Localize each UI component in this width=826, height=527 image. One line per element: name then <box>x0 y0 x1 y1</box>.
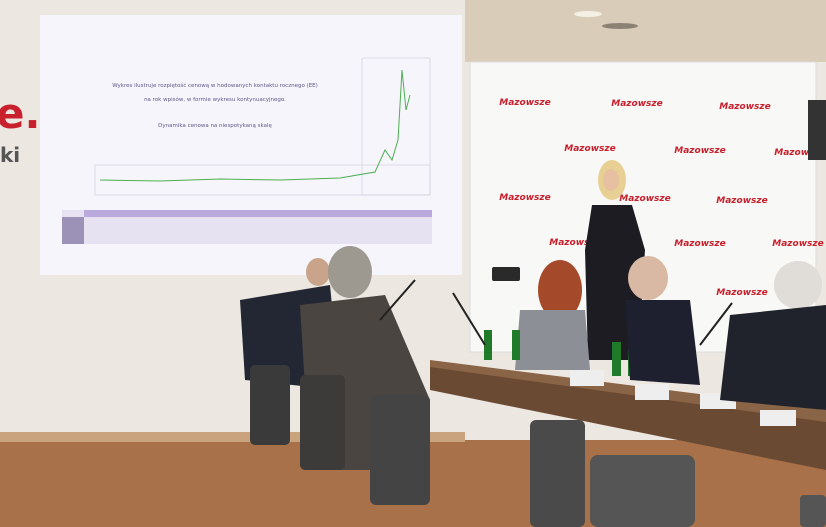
speaker-face <box>603 169 619 191</box>
attendee-head <box>628 256 668 300</box>
attendee-head <box>328 246 372 298</box>
chair <box>300 375 345 470</box>
backdrop-logo: Mazowsze <box>619 194 670 204</box>
ceiling-light <box>574 11 602 17</box>
attendee-body <box>625 300 700 385</box>
slide-line: na rok wpisów, w formie wykresu kontynua… <box>144 96 286 103</box>
backdrop-logo: Mazowsze <box>564 144 615 154</box>
ceiling <box>465 0 826 62</box>
body: e. ki Wykres ilustruje rozpiętość cenową… <box>0 0 826 527</box>
backdrop-logo: Mazowsze <box>499 98 550 108</box>
page: Scene {"wall_sign": {"mark": "e.", "text… <box>0 0 826 527</box>
chair <box>250 365 290 445</box>
chair <box>590 455 695 527</box>
backdrop-logo: Mazowsze <box>674 239 725 249</box>
backdrop-logo: Mazowsze <box>772 239 823 249</box>
backdrop-logo: Mazowsze <box>611 99 662 109</box>
attendee-head <box>306 258 330 286</box>
slide-table-rowhead <box>62 217 84 244</box>
wall-sign-text: ki <box>0 143 20 167</box>
chair <box>530 420 585 527</box>
name-card <box>760 410 796 426</box>
name-card <box>570 370 604 386</box>
backdrop-logo: Mazowsze <box>716 196 767 206</box>
ceiling-vent <box>602 23 638 29</box>
backdrop-logo: Mazowsze <box>674 146 725 156</box>
bottle <box>612 342 621 376</box>
wall-sign-mark: e. <box>0 89 40 138</box>
chair <box>370 395 430 505</box>
name-card <box>635 384 669 400</box>
chair <box>800 495 826 527</box>
slide-table-header <box>84 210 432 217</box>
attendee-body <box>515 310 590 370</box>
backdrop-logo: Mazowsze <box>719 102 770 112</box>
backdrop-logo: Mazowsze <box>716 288 767 298</box>
bottle <box>512 330 520 360</box>
slide-line: Dynamika cenowa na niespotykaną skalę <box>158 123 272 129</box>
phone <box>492 267 520 281</box>
bottle <box>484 330 492 360</box>
backdrop-logo: Mazowsze <box>499 193 550 203</box>
attendee-head <box>774 261 822 309</box>
camera-equipment <box>808 100 826 160</box>
slide-line: Wykres ilustruje rozpiętość cenową w hod… <box>112 82 318 89</box>
attendee-body <box>720 305 826 410</box>
scene: e. ki Wykres ilustruje rozpiętość cenową… <box>0 0 826 527</box>
